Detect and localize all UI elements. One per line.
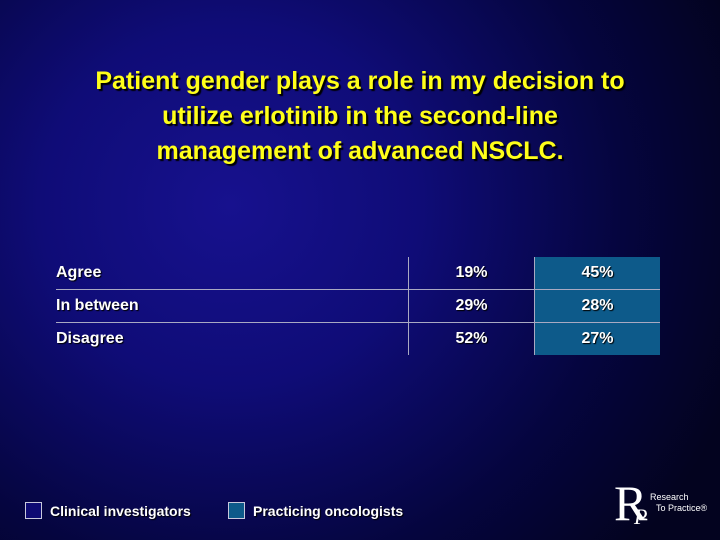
logo-text-research: Research xyxy=(650,492,689,502)
title-line-2: utilize erlotinib in the second-line xyxy=(162,102,558,130)
title-line-1: Patient gender plays a role in my decisi… xyxy=(95,67,625,95)
practicing-oncologists-value: 28% xyxy=(534,289,660,323)
clinical-investigators-value: 19% xyxy=(408,257,535,290)
logo-letter-p: P xyxy=(634,504,648,529)
legend-swatch-practicing-oncologists xyxy=(228,502,245,519)
practicing-oncologists-value: 45% xyxy=(534,257,660,290)
legend-label-clinical-investigators: Clinical investigators xyxy=(50,502,191,519)
legend-item-practicing-oncologists: Practicing oncologists xyxy=(228,502,403,519)
logo-text-to-practice: To Practice® xyxy=(656,503,708,513)
row-label-disagree: Disagree xyxy=(56,330,124,347)
legend-item-clinical-investigators: Clinical investigators xyxy=(25,502,191,519)
table-row: In between 29% 28% xyxy=(56,289,660,323)
table-row: Disagree 52% 27% xyxy=(56,322,660,355)
practicing-oncologists-value: 27% xyxy=(534,322,660,355)
clinical-investigators-value: 29% xyxy=(408,289,535,323)
results-table: Agree 19% 45% In between 29% 28% Disagre… xyxy=(56,257,660,355)
legend-label-practicing-oncologists: Practicing oncologists xyxy=(253,502,404,519)
legend-swatch-clinical-investigators xyxy=(25,502,42,519)
row-label-in-between: In between xyxy=(56,289,409,323)
table-row: Agree 19% 45% xyxy=(56,257,660,290)
clinical-investigators-value: 52% xyxy=(408,322,535,355)
logo-letter-r: R xyxy=(614,475,648,531)
research-to-practice-logo: R P Research To Practice® xyxy=(614,478,714,534)
title-line-3: management of advanced NSCLC. xyxy=(156,137,564,165)
row-label-agree: Agree xyxy=(56,257,409,290)
slide-title: Patient gender plays a role in my decisi… xyxy=(40,64,680,169)
